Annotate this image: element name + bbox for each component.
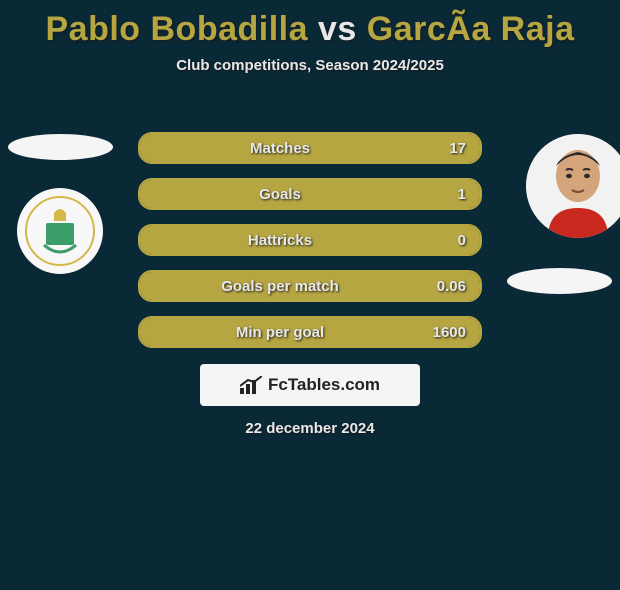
subtitle: Club competitions, Season 2024/2025	[0, 57, 620, 74]
date-text: 22 december 2024	[0, 420, 620, 437]
player-avatar-icon	[526, 134, 620, 238]
left-shadow-ellipse	[8, 134, 113, 160]
stat-value-right: 1600	[420, 324, 480, 341]
brand-text: FcTables.com	[268, 375, 380, 395]
stat-value-right: 17	[420, 140, 480, 157]
right-player-badge	[526, 134, 620, 238]
chart-icon	[240, 376, 262, 394]
right-shadow-ellipse	[507, 268, 612, 294]
left-club-badge	[17, 188, 103, 274]
stat-label: Min per goal	[140, 324, 420, 341]
crest-icon	[24, 195, 96, 267]
stat-label: Goals	[140, 186, 420, 203]
stat-label: Hattricks	[140, 232, 420, 249]
brand-badge[interactable]: FcTables.com	[200, 364, 420, 406]
stat-row-matches: Matches 17	[138, 132, 482, 164]
stat-value-right: 1	[420, 186, 480, 203]
stat-label: Matches	[140, 140, 420, 157]
title-vs: vs	[318, 10, 357, 48]
stat-label: Goals per match	[140, 278, 420, 295]
stat-row-hattricks: Hattricks 0	[138, 224, 482, 256]
stat-value-right: 0.06	[420, 278, 480, 295]
comparison-title: Pablo Bobadilla vs GarcÃ­a Raja	[0, 10, 620, 49]
player-right-name: GarcÃ­a Raja	[367, 10, 575, 48]
stat-row-goals-per-match: Goals per match 0.06	[138, 270, 482, 302]
stat-value-right: 0	[420, 232, 480, 249]
stat-row-min-per-goal: Min per goal 1600	[138, 316, 482, 348]
stat-row-goals: Goals 1	[138, 178, 482, 210]
stats-table: Matches 17 Goals 1 Hattricks 0 Goals per…	[138, 132, 482, 362]
player-left-name: Pablo Bobadilla	[45, 10, 308, 48]
